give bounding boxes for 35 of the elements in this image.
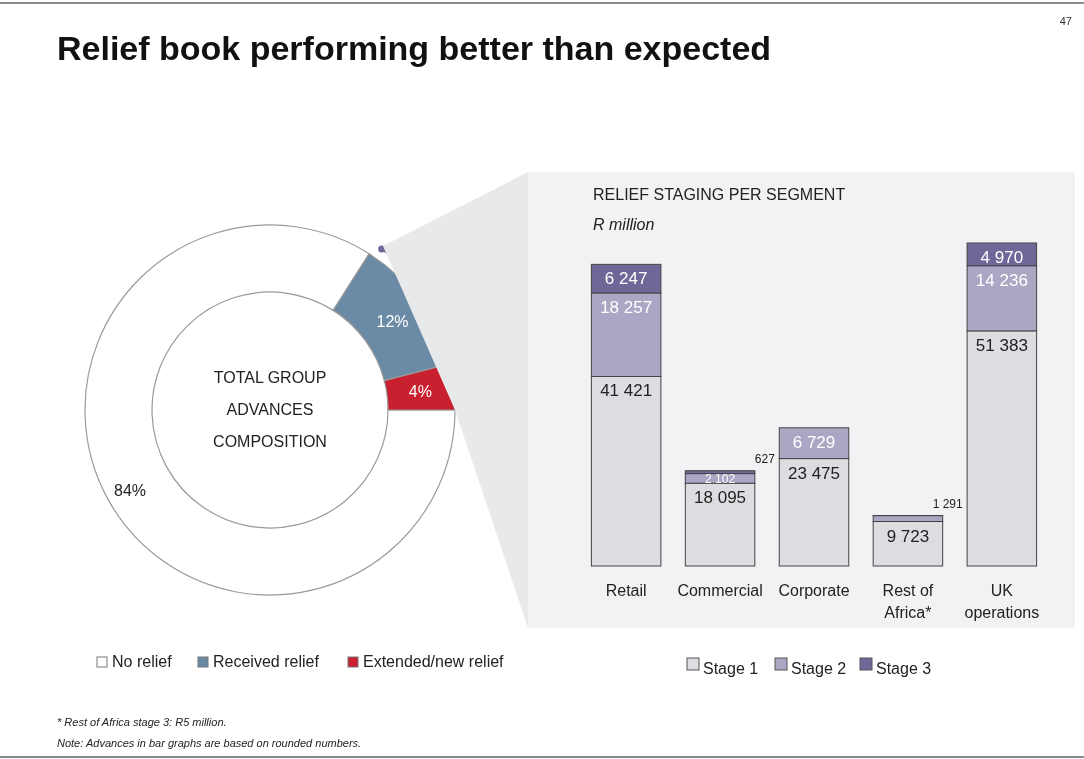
data-label: 18 257: [600, 297, 653, 317]
chart-subtitle: R million: [593, 216, 655, 233]
x-tick-label: Corporate: [778, 582, 850, 599]
data-label: 1 291: [932, 496, 963, 511]
text: * Rest of Africa stage 3: R5 million.: [57, 716, 227, 728]
data-label: 9 723: [886, 526, 930, 546]
donut-slice: [84, 224, 456, 596]
slice-label: No relief: [112, 653, 173, 670]
data-label: 2 102: [705, 471, 736, 486]
legend-label: Extended/new relief: [363, 653, 505, 670]
data-label: 84%: [113, 482, 147, 499]
text: Note: Advances in bar graphs are based on rounded numbers.: [57, 737, 362, 749]
text: 47: [1059, 15, 1072, 27]
data-label: 18 095: [694, 488, 747, 508]
data-label: 41 421: [600, 381, 653, 401]
x-tick-label: Commercial: [677, 582, 763, 599]
x-tick-label: Rest of Africa*: [882, 582, 934, 621]
chart-title: RELIEF STAGING PER SEGMENT: [593, 186, 846, 203]
legend-label: Stage 2: [791, 660, 847, 677]
data-label: 6 247: [604, 269, 648, 289]
legend-label: Received relief: [213, 653, 320, 670]
data-label: 4 970: [980, 248, 1024, 267]
chart-title: Relief book performing better than expected: [57, 29, 772, 67]
x-tick-label: Retail: [605, 582, 647, 599]
data-label: 23 475: [788, 463, 840, 483]
data-label: 12%: [376, 312, 409, 330]
x-tick-label: UK operations: [964, 582, 1040, 621]
data-label: 14 236: [975, 270, 1028, 290]
data-label: 4%: [408, 383, 432, 401]
legend-label: Stage 1: [703, 660, 759, 677]
text: TOTAL GROUP ADVANCES COMPOSITION: [213, 369, 327, 450]
legend-label: Stage 3: [876, 660, 932, 677]
data-label: 51 383: [975, 335, 1028, 355]
data-label: 6 729: [792, 432, 836, 452]
data-label: 627: [754, 451, 776, 466]
